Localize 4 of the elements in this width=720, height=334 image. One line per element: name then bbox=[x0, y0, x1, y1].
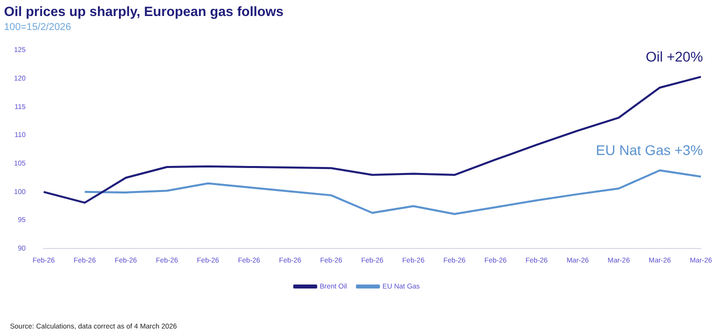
chart-subtitle: 100=15/2/2026 bbox=[4, 22, 72, 33]
chart-title: Oil prices up sharply, European gas follows bbox=[4, 4, 284, 19]
annotation: EU Nat Gas +3% bbox=[596, 142, 703, 158]
annotation: Oil +20% bbox=[646, 48, 703, 65]
